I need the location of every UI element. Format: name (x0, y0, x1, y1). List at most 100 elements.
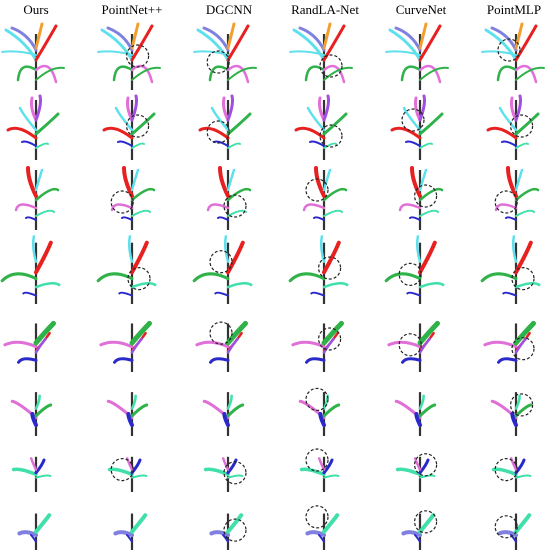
plant-leaf (514, 403, 533, 418)
error-region-circle (206, 50, 230, 74)
plant-leaf (130, 282, 157, 289)
plant-leaf (10, 26, 38, 52)
error-region-circle (511, 337, 535, 361)
plant-thumbnail (99, 320, 152, 372)
plant-leaf (322, 112, 348, 136)
plant-thumbnail (106, 392, 149, 436)
error-region-circle (318, 256, 342, 280)
plant-leaf (4, 28, 38, 62)
plant-leaf (385, 50, 421, 56)
plant-leaf (409, 216, 421, 221)
plant-leaf (486, 126, 518, 140)
plant-leaf (34, 337, 47, 354)
plant-leaf (414, 534, 421, 543)
plant-leaf (515, 142, 529, 149)
error-region-circle (318, 327, 342, 351)
plant-leaf (34, 458, 46, 475)
plant-leaf (418, 112, 444, 136)
plant-leaf (514, 513, 532, 534)
plant-thumbnail (6, 94, 60, 160)
plant-leaf (102, 126, 134, 140)
plant-leaf (497, 357, 518, 364)
plant-leaf (511, 235, 518, 263)
plant-leaf (34, 282, 61, 289)
plant-leaf (418, 513, 436, 534)
plant-leaf (322, 22, 332, 50)
plant-leaf (16, 65, 38, 82)
plant-leaf (209, 530, 230, 538)
plant-leaf (130, 403, 149, 418)
error-region-circle (511, 267, 535, 291)
plant-leaf (30, 96, 38, 122)
plant-leaf (419, 209, 439, 217)
plant-thumbnail (294, 94, 348, 160)
plant-leaf (388, 28, 422, 62)
plant-thumbnail (107, 456, 148, 492)
plant-leaf (418, 24, 442, 62)
plant-leaf (121, 216, 133, 221)
plant-thumbnail (203, 456, 244, 492)
plant-leaf (418, 337, 431, 354)
plant-leaf (406, 291, 421, 297)
plant-leaf (113, 357, 134, 364)
error-region-circle (494, 190, 518, 214)
plant-leaf (309, 140, 325, 147)
plant-thumbnail (390, 94, 444, 160)
error-region-circle (209, 321, 233, 345)
column-header-pointnet: PointNet++ (101, 2, 163, 17)
plant-leaf (515, 474, 532, 479)
plant-leaf (226, 168, 236, 192)
column-header-dgcnn: DGCNN (205, 2, 253, 17)
plant-leaf (322, 513, 340, 534)
plant-leaf (288, 272, 326, 283)
plant-leaf (112, 65, 134, 82)
plant-leaf (35, 66, 65, 81)
plant-thumbnail (110, 166, 156, 230)
plant-leaf (130, 22, 140, 50)
plant-leaf (221, 457, 230, 471)
plant-leaf (217, 216, 229, 221)
error-region-circle (414, 184, 438, 208)
plant-leaf (130, 394, 137, 410)
error-region-circle (206, 120, 230, 144)
plant-thumbnail (0, 235, 61, 304)
error-region-circle (110, 458, 134, 482)
plant-leaf (96, 272, 134, 283)
plant-leaf (321, 320, 344, 346)
plant-leaf (198, 126, 230, 140)
plant-leaf (514, 394, 521, 410)
plant-leaf (226, 513, 244, 534)
plant-leaf (514, 112, 540, 136)
plant-leaf (33, 320, 56, 346)
plant-thumbnail (291, 320, 344, 372)
plant-leaf (110, 203, 134, 212)
plant-thumbnail (14, 166, 60, 230)
plant-leaf (131, 209, 151, 217)
plant-leaf (226, 112, 252, 136)
plant-leaf (227, 474, 244, 479)
plant-leaf (415, 235, 422, 263)
plant-leaf (319, 235, 326, 263)
plant-thumbnail (490, 392, 533, 436)
plant-leaf (419, 474, 436, 479)
plant-leaf (390, 126, 422, 140)
error-region-circle (209, 250, 233, 274)
plant-leaf (30, 534, 37, 543)
plant-leaf (497, 530, 518, 538)
error-region-circle (126, 44, 150, 68)
error-region-circle (494, 458, 518, 482)
plant-thumbnail (384, 235, 445, 304)
error-region-circle (223, 518, 247, 542)
error-region-circle (414, 453, 438, 477)
plant-leaf (130, 168, 140, 192)
plant-leaf (418, 458, 430, 475)
plant-leaf (208, 65, 230, 82)
column-header-curvenet: CurveNet (395, 2, 447, 17)
plant-leaf (509, 457, 518, 471)
error-region-circle (305, 448, 329, 472)
plant-leaf (418, 94, 426, 122)
plant-leaf (130, 513, 148, 534)
plant-leaf (414, 412, 422, 428)
plant-thumbnail (3, 320, 56, 372)
plant-leaf (318, 534, 325, 543)
